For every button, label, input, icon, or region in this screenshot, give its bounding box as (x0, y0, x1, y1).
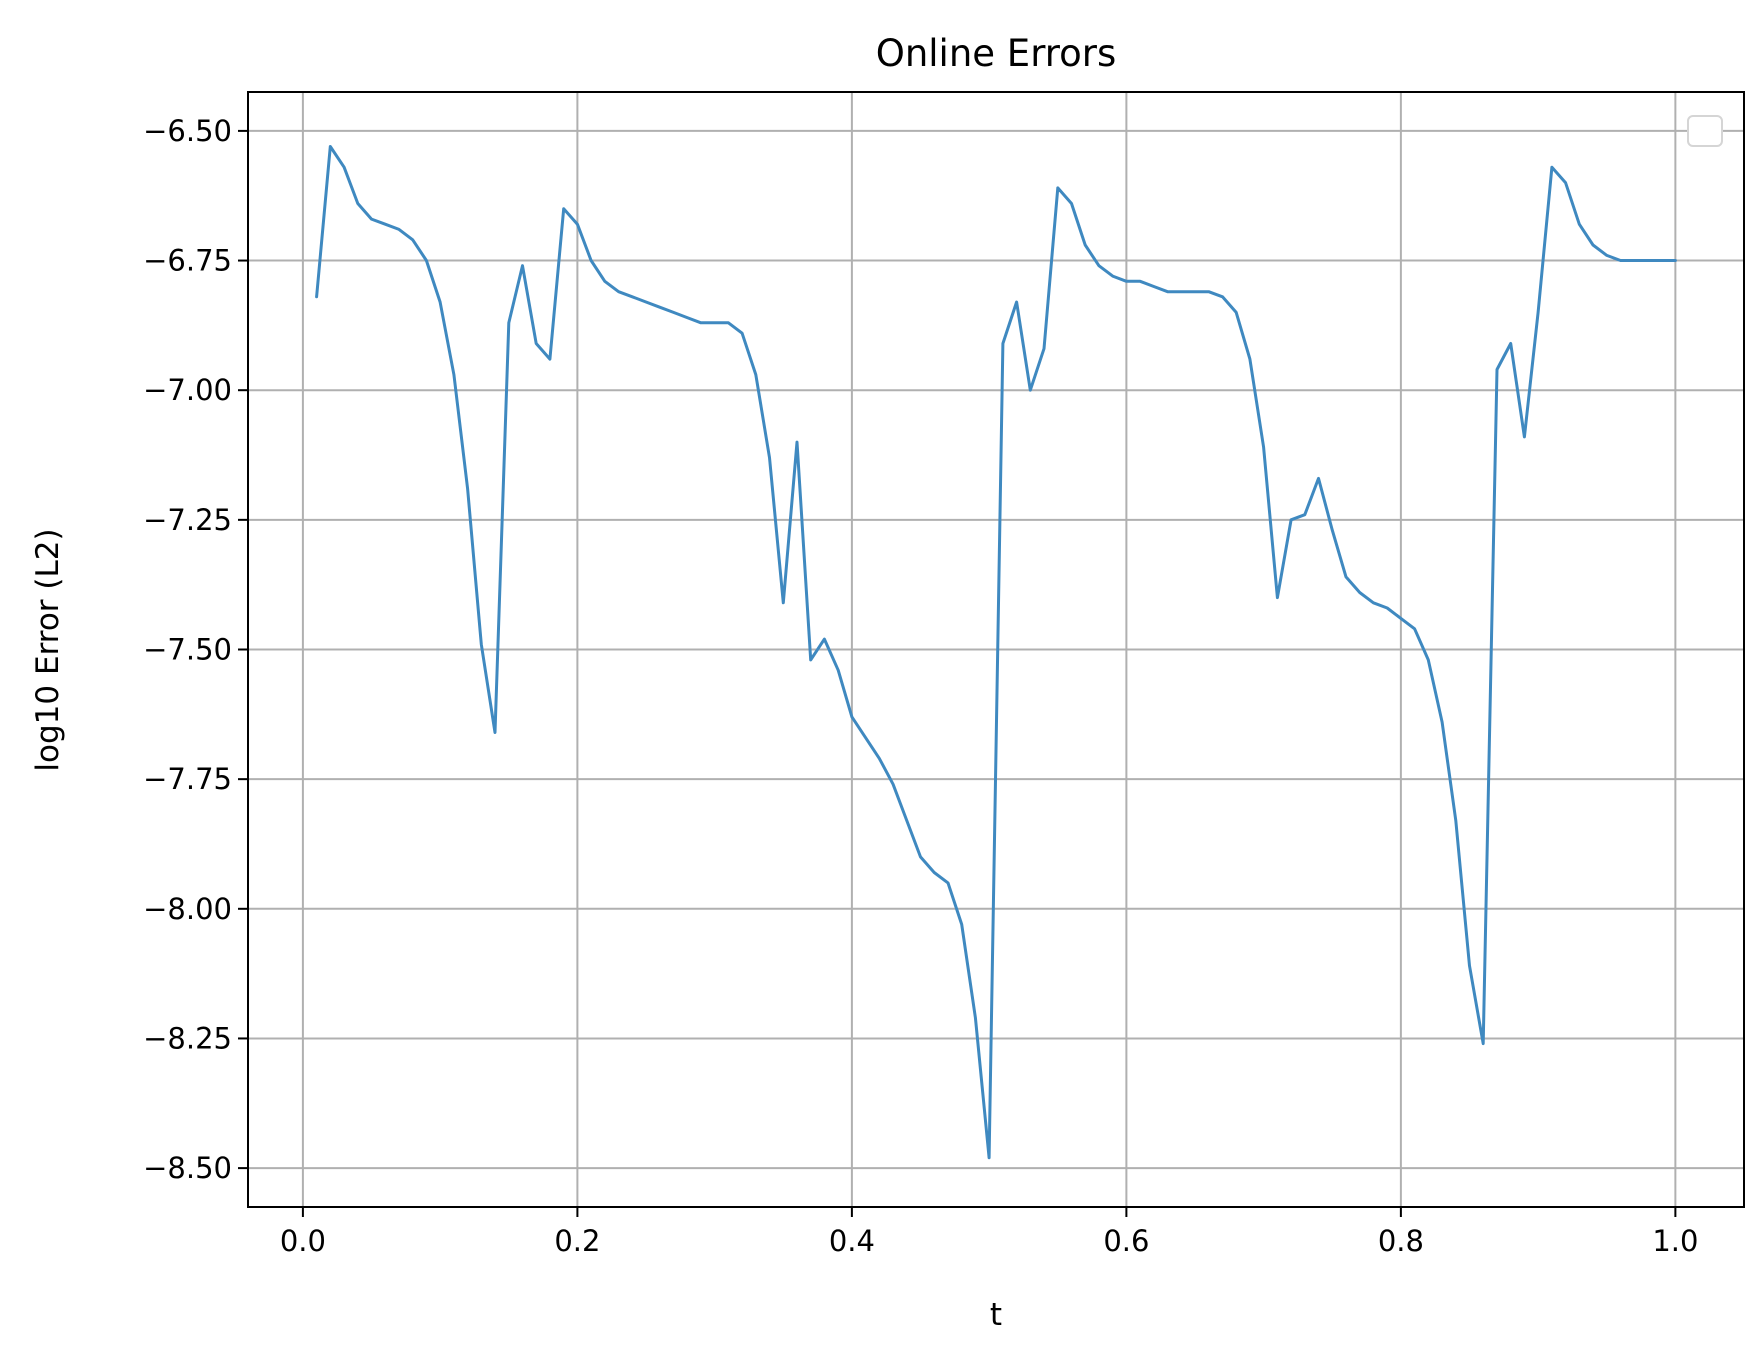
x-axis: 0.0 0.2 0.4 0.6 0.8 1.0 (280, 1207, 1698, 1258)
y-tick-label: −6.75 (143, 244, 232, 278)
y-tick-label: −7.25 (143, 503, 232, 537)
x-tick-label: 1.0 (1652, 1224, 1698, 1258)
x-tick-label: 0.8 (1378, 1224, 1424, 1258)
y-tick-label: −8.50 (143, 1151, 232, 1185)
x-tick-label: 0.2 (554, 1224, 600, 1258)
x-tick-label: 0.4 (829, 1224, 875, 1258)
y-axis-title: log10 Error (L2) (30, 528, 66, 771)
series-layer (315, 145, 1677, 1160)
y-tick-label: −7.50 (143, 633, 232, 667)
chart-title: Online Errors (876, 32, 1117, 75)
y-axis: −6.50 −6.75 −7.00 −7.25 −7.50 −7.75 −8.00 −8.25… (143, 114, 248, 1185)
y-tick-label: −7.00 (143, 373, 232, 407)
y-tick-label: −7.75 (143, 762, 232, 796)
x-tick-label: 0.0 (280, 1224, 326, 1258)
y-tick-label: −6.50 (143, 114, 232, 148)
y-tick-label: −8.25 (143, 1021, 232, 1055)
x-tick-label: 0.6 (1103, 1224, 1149, 1258)
x-axis-title: t (990, 1297, 1002, 1333)
y-tick-label: −8.00 (143, 892, 232, 926)
legend-box (1687, 115, 1723, 147)
series-line-0 (315, 145, 1677, 1160)
